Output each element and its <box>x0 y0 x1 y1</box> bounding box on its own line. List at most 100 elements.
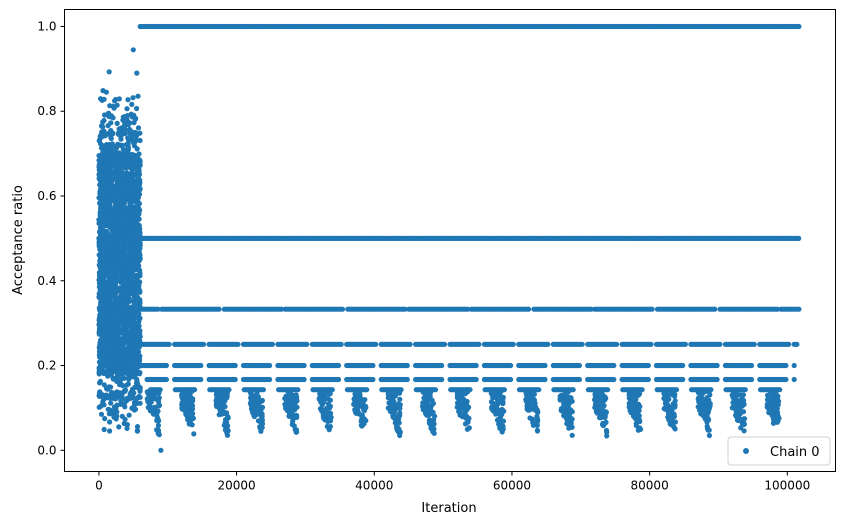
data-point <box>791 376 797 383</box>
data-point <box>542 362 548 369</box>
data-point <box>508 362 514 369</box>
data-point <box>672 393 678 399</box>
data-point <box>386 394 392 400</box>
data-point <box>423 393 429 399</box>
data-point <box>639 387 645 393</box>
data-point <box>783 362 789 369</box>
data-point <box>107 419 113 425</box>
data-point <box>495 407 501 413</box>
data-point <box>630 406 636 412</box>
data-point <box>182 393 188 399</box>
data-point <box>279 306 285 312</box>
data-point <box>569 432 575 438</box>
data-point <box>558 395 565 401</box>
data-point <box>626 400 632 406</box>
data-point <box>289 407 295 413</box>
data-point <box>741 421 747 428</box>
data-point <box>462 391 468 397</box>
data-point <box>564 389 570 396</box>
data-point <box>335 376 342 383</box>
data-point <box>594 401 600 407</box>
data-point <box>424 388 430 394</box>
data-point <box>523 392 530 398</box>
data-point <box>373 341 379 347</box>
data-point <box>740 416 746 422</box>
data-point <box>320 407 326 413</box>
data-point <box>526 306 532 312</box>
data-point <box>673 387 680 393</box>
data-point <box>148 396 154 402</box>
data-point <box>224 389 230 396</box>
data-point <box>765 392 771 398</box>
data-point <box>734 389 740 395</box>
data-point <box>291 423 297 429</box>
data-point <box>107 428 113 434</box>
data-point <box>714 362 720 369</box>
data-point <box>712 306 718 312</box>
data-point <box>370 376 376 383</box>
data-point <box>704 407 711 414</box>
data-point <box>645 376 651 383</box>
data-point <box>630 395 636 401</box>
data-point <box>774 306 781 312</box>
data-point <box>662 391 669 397</box>
data-point <box>493 388 499 394</box>
data-point <box>396 416 402 422</box>
data-point <box>364 387 370 393</box>
data-point <box>531 403 538 409</box>
data-point <box>545 341 551 347</box>
data-point <box>717 341 723 347</box>
data-point <box>796 23 802 30</box>
data-point <box>457 406 463 412</box>
data-point <box>671 413 678 419</box>
data-point <box>770 420 777 426</box>
data-point <box>97 378 103 384</box>
data-point <box>201 341 207 347</box>
data-point <box>602 414 608 421</box>
data-point <box>496 396 502 402</box>
data-point <box>460 398 466 405</box>
data-point <box>603 427 610 434</box>
data-point <box>569 398 575 404</box>
data-point <box>397 396 403 402</box>
data-point <box>597 413 604 419</box>
data-point <box>155 422 161 429</box>
data-point <box>269 341 275 347</box>
data-point <box>635 392 642 398</box>
data-point <box>498 420 504 426</box>
data-point <box>439 376 445 383</box>
data-point <box>257 425 263 432</box>
data-point <box>536 387 542 393</box>
data-point <box>355 393 361 399</box>
data-point <box>430 429 436 435</box>
data-point <box>770 404 776 411</box>
data-point <box>326 415 332 422</box>
data-point <box>363 403 369 409</box>
data-point <box>339 306 346 312</box>
data-point <box>611 362 617 369</box>
data-point <box>742 387 748 393</box>
data-point <box>125 144 131 150</box>
data-point <box>105 123 111 129</box>
data-point <box>576 362 583 369</box>
data-point <box>457 391 463 397</box>
data-point <box>154 414 160 420</box>
data-point <box>225 415 231 421</box>
data-point <box>707 402 713 408</box>
data-point <box>153 390 159 396</box>
data-point <box>527 401 534 407</box>
data-point <box>473 376 479 383</box>
data-point <box>703 388 709 394</box>
data-point <box>680 362 686 369</box>
data-point <box>631 413 637 419</box>
data-point <box>567 411 573 417</box>
data-point <box>570 387 576 393</box>
data-point <box>102 416 108 422</box>
data-point <box>432 387 439 393</box>
data-point <box>614 341 620 347</box>
data-point <box>534 413 540 420</box>
data-point <box>166 341 172 347</box>
data-point <box>473 362 479 369</box>
data-point <box>216 394 222 400</box>
data-point <box>633 423 640 429</box>
